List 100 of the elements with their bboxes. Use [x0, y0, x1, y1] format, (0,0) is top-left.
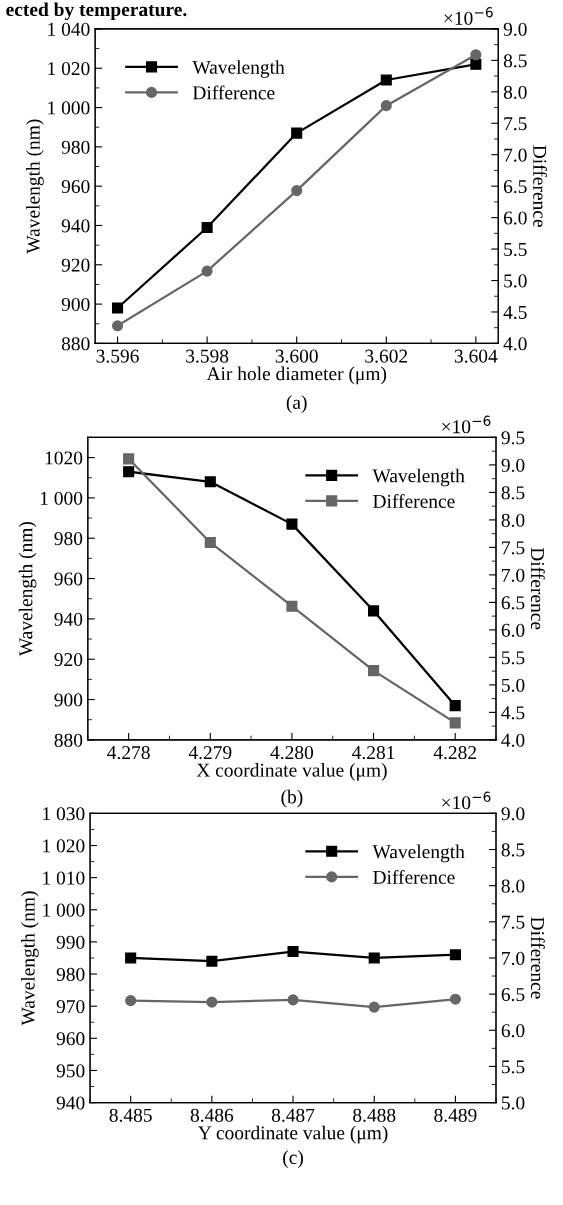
- y2-axis-title: Difference: [530, 917, 545, 999]
- point: [287, 945, 299, 958]
- y2-tick-label: 9.0: [501, 807, 525, 821]
- point: [206, 955, 218, 967]
- point: [201, 265, 213, 277]
- x-tick-label: 3.604: [454, 349, 498, 363]
- point: [125, 995, 137, 1007]
- point: [111, 302, 124, 314]
- x-tick-label: 4.279: [188, 746, 232, 760]
- legend-label: Wavelength: [372, 844, 465, 863]
- text: ×10$^{−6}$: [442, 415, 491, 434]
- y2-tick-label: 7.0: [502, 951, 525, 965]
- y2-tick-label: 7.5: [504, 117, 527, 131]
- y-tick-label: 980: [54, 532, 83, 546]
- point: [470, 49, 482, 61]
- y2-tick-label: 6.0: [501, 1024, 525, 1038]
- y-tick-label: 960: [61, 179, 90, 194]
- y2-tick-label: 8.0: [501, 513, 525, 527]
- point: [204, 476, 216, 488]
- point: [291, 185, 303, 197]
- point: [470, 58, 482, 70]
- y-axis-title: Wavelength (nm): [26, 119, 44, 254]
- x-tick-label: 8.488: [353, 1108, 396, 1122]
- x-tick-label: 4.278: [107, 745, 150, 760]
- y-tick-label: 880: [54, 733, 83, 747]
- x-tick-label: 8.486: [190, 1108, 234, 1122]
- point: [287, 994, 299, 1006]
- point: [449, 717, 461, 729]
- y2-tick-label: 4.0: [501, 733, 525, 747]
- point: [380, 74, 392, 86]
- text: (a): [286, 395, 307, 413]
- y-tick-label: 1 020: [48, 62, 90, 76]
- x-axis-title: Y coordinate value (μm): [197, 1125, 388, 1144]
- y-tick-label: 1020: [45, 451, 83, 465]
- point: [123, 466, 135, 478]
- y-tick-label: 940: [61, 219, 90, 233]
- y-tick-label: 1 000: [40, 491, 83, 505]
- y2-axis-title: Difference: [530, 547, 545, 630]
- text: (b): [281, 789, 303, 808]
- y2-tick-label: 4.5: [501, 706, 525, 720]
- legend-label: Wavelength: [192, 60, 285, 78]
- y2-tick-label: 7.0: [504, 148, 527, 162]
- y-tick-label: 980: [61, 140, 90, 154]
- point: [449, 700, 461, 712]
- x-axis-title: Air hole diameter (μm): [206, 366, 387, 385]
- y2-tick-label: 4.0: [503, 337, 527, 351]
- point: [125, 952, 137, 964]
- y2-tick-label: 5.5: [501, 1060, 525, 1074]
- point: [286, 518, 298, 530]
- x-tick-label: 8.487: [271, 1108, 315, 1122]
- y2-tick-label: 5.0: [504, 274, 527, 288]
- y2-tick-label: 7.5: [502, 915, 525, 929]
- x-tick-label: 4.282: [433, 745, 476, 760]
- y2-axis-title: Difference: [533, 145, 548, 227]
- point: [367, 605, 380, 617]
- y-axis-title: Wavelength (nm): [18, 521, 37, 657]
- y-tick-label: 950: [56, 1064, 85, 1078]
- text: ×10$^{−6}$: [442, 791, 491, 810]
- y2-tick-label: 5.5: [504, 243, 527, 257]
- y2-tick-label: 9.0: [503, 22, 527, 36]
- point: [368, 1001, 380, 1013]
- y-tick-label: 920: [54, 653, 83, 667]
- point: [204, 536, 216, 549]
- y2-tick-label: 5.5: [501, 651, 525, 665]
- y2-tick-label: 8.5: [501, 486, 525, 500]
- y-tick-label: 900: [61, 297, 90, 312]
- y-tick-label: 880: [61, 337, 90, 351]
- x-tick-label: 3.600: [275, 349, 318, 363]
- legend-label: Wavelength: [372, 468, 465, 487]
- y-tick-label: 960: [54, 572, 83, 586]
- y-tick-label: 1 000: [48, 101, 90, 115]
- text: (c): [283, 1150, 303, 1168]
- text: ected by temperature.: [6, 2, 187, 21]
- text: ×10$^{−6}$: [444, 7, 493, 25]
- point: [449, 993, 461, 1005]
- y-tick-label: 1 000: [43, 903, 85, 917]
- point: [206, 996, 218, 1008]
- y-tick-label: 1 020: [43, 839, 85, 853]
- y2-tick-label: 6.5: [503, 180, 527, 194]
- y2-tick-label: 6.5: [501, 596, 525, 610]
- y2-tick-label: 5.0: [501, 678, 525, 692]
- y-tick-label: 940: [56, 1096, 85, 1110]
- y-axis-title: Wavelength (nm): [21, 891, 39, 1026]
- point: [111, 320, 124, 332]
- y2-tick-label: 6.0: [503, 211, 527, 225]
- x-tick-label: 3.598: [186, 349, 229, 363]
- legend-label: Difference: [192, 85, 275, 100]
- legend-label: Difference: [373, 869, 455, 884]
- y2-tick-label: 8.5: [503, 54, 527, 68]
- y-tick-label: 1 030: [43, 807, 85, 821]
- point: [368, 952, 380, 964]
- y2-tick-label: 5.0: [501, 1096, 525, 1110]
- y-tick-label: 940: [54, 612, 83, 626]
- y-tick-label: 1 040: [48, 22, 90, 36]
- y-tick-label: 1 010: [43, 871, 85, 885]
- y-tick-label: 970: [56, 999, 85, 1014]
- y2-tick-label: 8.0: [501, 879, 525, 893]
- x-tick-label: 8.489: [434, 1108, 477, 1122]
- y2-tick-label: 4.5: [503, 305, 527, 319]
- x-tick-label: 3.602: [365, 349, 408, 363]
